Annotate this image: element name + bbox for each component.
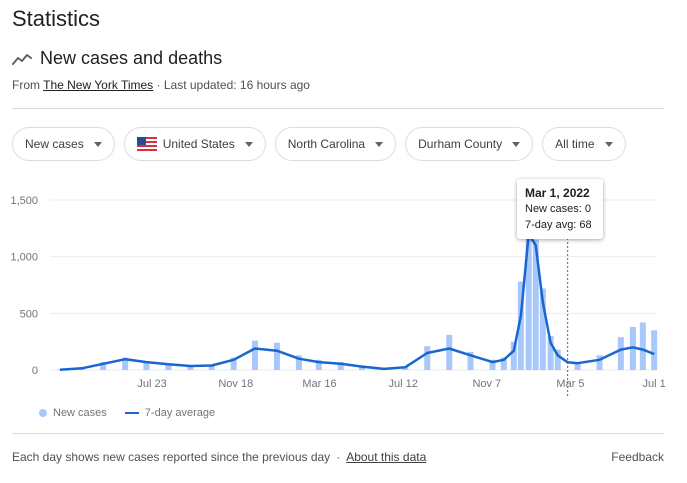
footer-separator: · <box>336 450 341 464</box>
source-link[interactable]: The New York Times <box>43 78 154 92</box>
bar-legend-label: New cases <box>53 407 107 419</box>
metric-filter-chip[interactable]: New cases <box>12 127 115 161</box>
footer-note: Each day shows new cases reported since … <box>12 450 331 464</box>
x-tick-label: Jul 1 <box>643 378 666 390</box>
new-cases-bar <box>230 357 237 370</box>
new-cases-bar <box>574 362 581 370</box>
new-cases-bar <box>446 334 453 370</box>
new-cases-bar <box>273 342 280 370</box>
page-title: Statistics <box>12 6 101 31</box>
new-cases-bar <box>554 349 561 370</box>
avg-line <box>59 232 655 371</box>
x-tick-label: Mar 16 <box>302 378 336 390</box>
y-tick-label: 500 <box>20 308 38 320</box>
country-filter-label: United States <box>162 137 235 151</box>
divider <box>12 108 664 109</box>
new-cases-bar <box>517 281 524 370</box>
x-tick-label: Nov 7 <box>472 378 501 390</box>
metric-filter-label: New cases <box>25 137 84 151</box>
feedback-link[interactable]: Feedback <box>611 450 664 464</box>
time-range-filter-label: All time <box>555 137 595 151</box>
new-cases-bar <box>337 362 344 370</box>
y-tick-label: 0 <box>32 365 38 377</box>
country-filter-chip[interactable]: United States <box>123 127 266 161</box>
new-cases-bar <box>251 340 258 370</box>
line-legend-swatch <box>124 412 139 414</box>
section-header: New cases and deaths <box>12 48 222 69</box>
new-cases-bar <box>525 224 532 370</box>
new-cases-bar <box>424 346 431 370</box>
filter-bar: New cases United States North Carolina D… <box>12 127 635 161</box>
x-tick-label: Jul 12 <box>388 378 417 390</box>
new-cases-bar <box>315 359 322 370</box>
caret-down-icon <box>512 141 521 147</box>
section-title: New cases and deaths <box>40 48 223 68</box>
new-cases-bar <box>510 341 517 370</box>
new-cases-bar <box>639 322 646 370</box>
cases-chart[interactable]: 0 500 1,000 1,500 Jul 23 Nov 18 Mar 16 Jul 12 No… <box>0 170 687 430</box>
caret-down-icon <box>93 141 102 147</box>
new-cases-bar <box>295 355 302 370</box>
line-legend-label: 7-day average <box>144 407 216 419</box>
last-updated: · Last updated: 16 hours ago <box>156 78 310 92</box>
state-filter-chip[interactable]: North Carolina <box>274 127 397 161</box>
caret-down-icon <box>244 141 253 147</box>
tooltip-average: 7-day avg: 68 <box>525 219 592 231</box>
time-range-filter-chip[interactable]: All time <box>542 127 626 161</box>
new-cases-bar <box>143 360 150 370</box>
new-cases-bar <box>100 362 107 370</box>
new-cases-bar <box>489 359 496 370</box>
caret-down-icon <box>604 141 613 147</box>
tooltip-new-cases: New cases: 0 <box>525 203 592 215</box>
source-prefix: From <box>12 78 40 92</box>
state-filter-label: North Carolina <box>287 137 366 151</box>
new-cases-bar <box>208 364 215 370</box>
source-line: From The New York Times · Last updated: … <box>12 78 310 92</box>
tooltip-date: Mar 1, 2022 <box>525 186 590 200</box>
new-cases-bar <box>122 357 129 370</box>
new-cases-bar <box>165 363 172 370</box>
footer: Each day shows new cases reported since … <box>12 450 664 464</box>
y-tick-label: 1,000 <box>10 252 38 264</box>
new-cases-bar <box>539 288 546 370</box>
new-cases-bar <box>651 330 658 370</box>
chart-legend: New cases 7-day average <box>39 407 215 419</box>
cases-chart-svg[interactable]: 0 500 1,000 1,500 Jul 23 Nov 18 Mar 16 Jul 12 No… <box>0 170 687 430</box>
x-tick-label: Mar 5 <box>556 378 584 390</box>
new-cases-bar <box>532 239 539 370</box>
about-data-link[interactable]: About this data <box>346 450 427 464</box>
bar-legend-swatch <box>39 409 47 417</box>
caret-down-icon <box>375 141 384 147</box>
x-tick-label: Nov 18 <box>218 378 253 390</box>
divider <box>12 433 664 434</box>
chart-tooltip: Mar 1, 2022 New cases: 0 7-day avg: 68 <box>517 179 603 239</box>
new-cases-bar <box>467 351 474 370</box>
new-cases-bar <box>547 336 554 370</box>
new-cases-bar <box>500 357 507 370</box>
us-flag-icon <box>136 137 157 151</box>
y-tick-label: 1,500 <box>10 195 38 207</box>
new-cases-bar <box>187 365 194 370</box>
new-cases-bar <box>617 337 624 370</box>
county-filter-label: Durham County <box>418 137 503 151</box>
county-filter-chip[interactable]: Durham County <box>405 127 534 161</box>
new-cases-bar <box>596 355 603 370</box>
trend-line-icon <box>12 53 32 65</box>
x-tick-label: Jul 23 <box>137 378 166 390</box>
